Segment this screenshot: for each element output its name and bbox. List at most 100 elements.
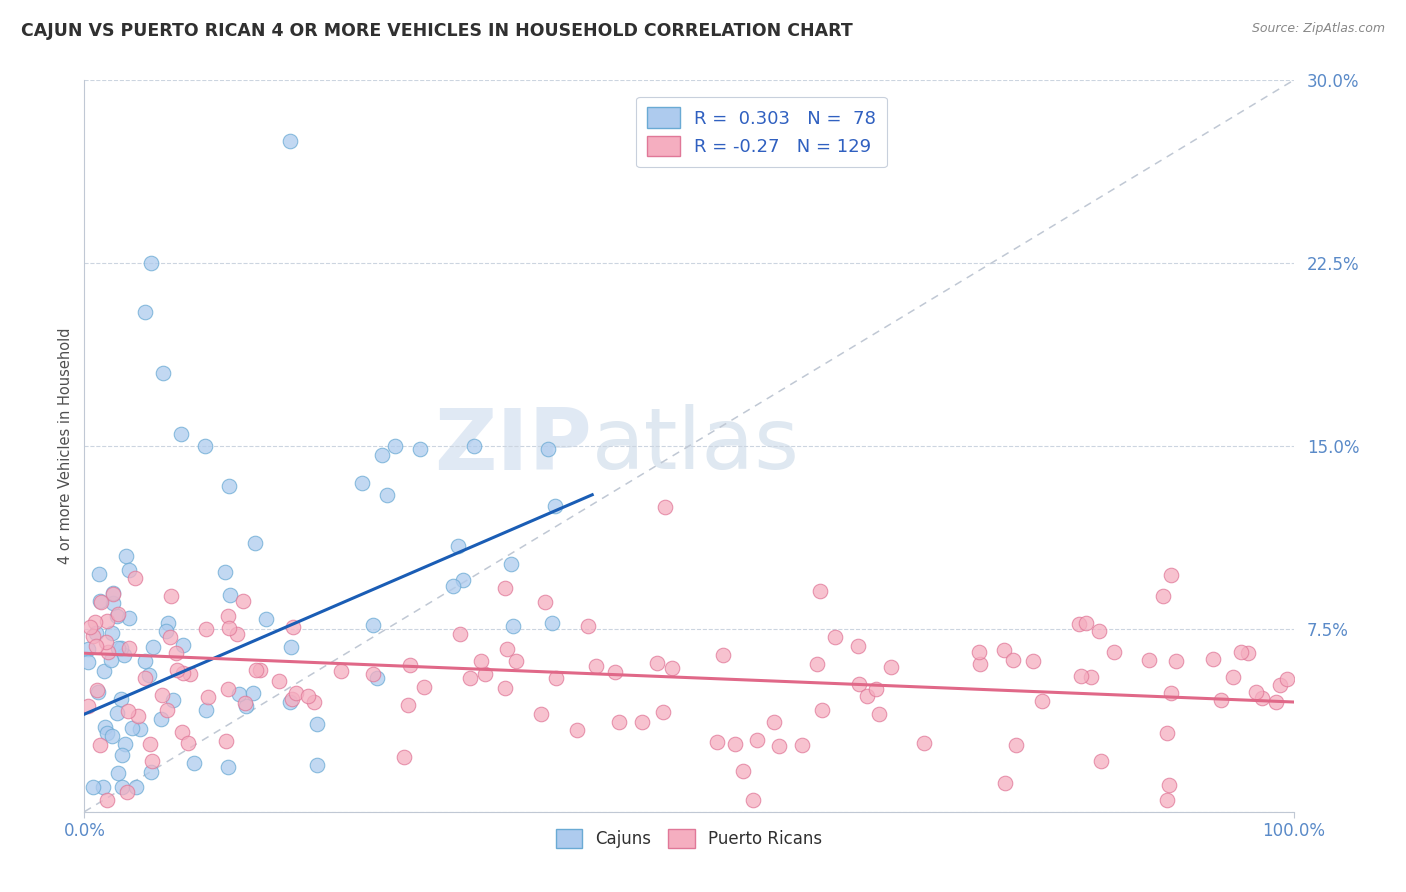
Point [93,665,115,679]
Point [281,620,304,634]
Point [1067,616,1090,631]
Point [105,706,128,720]
Point [150,688,173,702]
Point [824,630,846,644]
Point [226,627,249,641]
Point [1230,645,1253,659]
Point [77,641,100,656]
Point [107,641,129,656]
Point [214,565,236,579]
Point [384,439,406,453]
Point [103,587,125,601]
Point [138,668,160,682]
Point [499,558,522,572]
Point [1031,693,1053,707]
Point [110,691,132,706]
Point [245,663,267,677]
Point [165,646,187,660]
Point [449,627,471,641]
Y-axis label: 4 or more Vehicles in Household: 4 or more Vehicles in Household [58,327,73,565]
Point [474,667,496,681]
Point [155,624,177,639]
Point [197,690,219,704]
Point [463,439,485,453]
Point [1246,685,1268,699]
Point [217,759,239,773]
Point [458,671,481,685]
Point [741,792,763,806]
Point [96,792,118,806]
Point [1156,792,1178,806]
Point [811,703,834,717]
Point [865,682,887,697]
Point [530,707,553,722]
Point [307,758,329,772]
Point [96,614,118,628]
Point [1237,646,1260,660]
Point [1152,589,1174,603]
Point [150,713,173,727]
Point [172,638,194,652]
Point [86,682,108,697]
Point [505,654,527,668]
Point [745,733,768,747]
Text: ZIP: ZIP [434,404,592,488]
Point [848,677,870,691]
Point [77,655,100,669]
Point [117,704,139,718]
Point [1159,778,1181,792]
Point [103,596,125,610]
Point [77,698,100,713]
Point [91,780,114,795]
Point [994,775,1017,789]
Point [215,734,238,748]
Point [1088,624,1111,638]
Point [1022,654,1045,668]
Point [134,671,156,685]
Point [993,643,1015,657]
Point [361,617,384,632]
Point [117,785,139,799]
Point [84,639,107,653]
Point [494,582,516,596]
Point [97,645,120,659]
Point [1201,652,1223,666]
Point [1251,691,1274,706]
Point [218,621,240,635]
Point [114,738,136,752]
Point [87,567,110,582]
Point [134,654,156,668]
Point [1164,654,1187,668]
Point [83,615,105,629]
Point [1137,653,1160,667]
Point [94,635,117,649]
Point [242,686,264,700]
Point [107,607,129,622]
Point [156,703,179,717]
Point [233,696,256,710]
Point [868,706,890,721]
Point [495,642,517,657]
Point [1277,672,1299,686]
Point [724,737,747,751]
Point [1074,616,1097,631]
Point [585,659,607,673]
Point [711,648,734,663]
Point [121,721,143,735]
Point [96,726,118,740]
Point [194,439,217,453]
Point [94,720,117,734]
Point [152,366,174,380]
Point [160,589,183,603]
Point [912,736,935,750]
Point [856,689,879,703]
Point [170,426,193,441]
Point [235,699,257,714]
Point [394,749,416,764]
Point [533,595,555,609]
Point [82,629,104,643]
Point [86,626,108,640]
Point [101,586,124,600]
Point [846,639,869,653]
Point [603,665,626,680]
